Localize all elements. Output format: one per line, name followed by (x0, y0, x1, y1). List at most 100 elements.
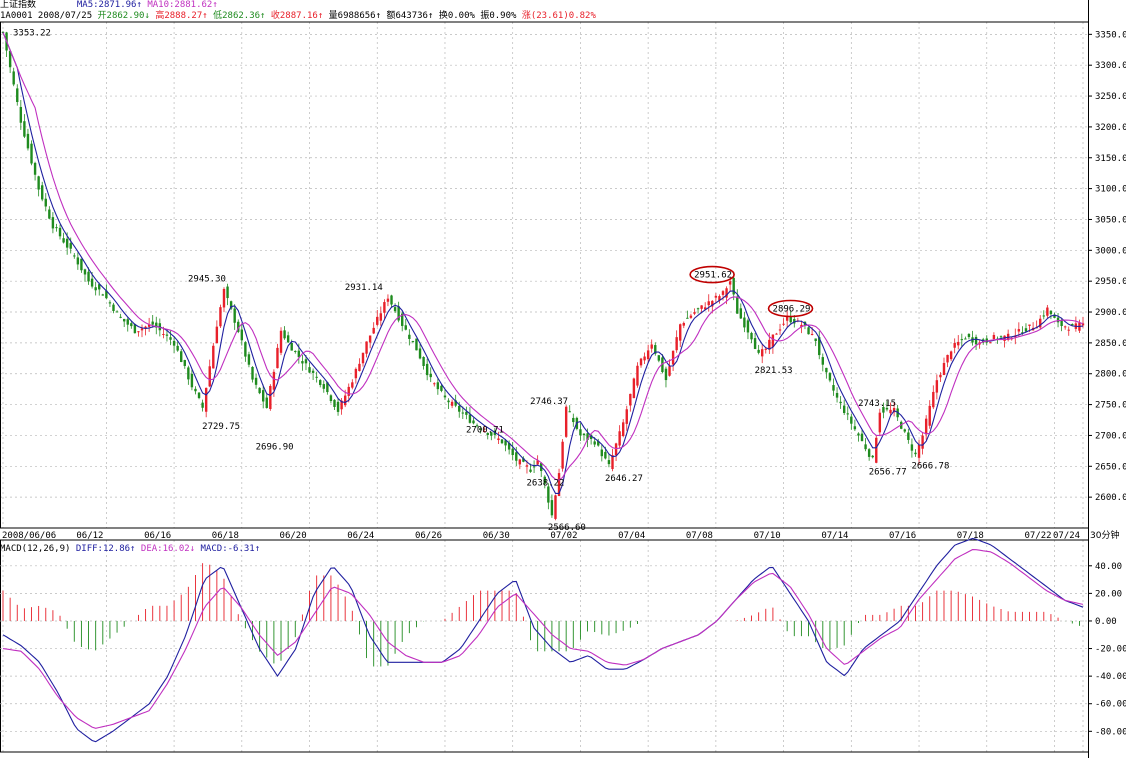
period-label[interactable]: 30分钟 (1090, 531, 1120, 541)
candle-body[interactable] (639, 358, 643, 366)
candle-body[interactable] (611, 455, 614, 470)
candle-body[interactable] (383, 302, 386, 313)
candle-body[interactable] (686, 317, 689, 319)
candle-body[interactable] (839, 401, 842, 404)
candle-body[interactable] (557, 473, 561, 497)
candle-body[interactable] (914, 452, 917, 455)
candle-body[interactable] (625, 409, 628, 424)
candle-body[interactable] (37, 176, 40, 190)
candle-body[interactable] (568, 411, 571, 413)
candle-body[interactable] (964, 338, 967, 340)
candle-body[interactable] (621, 422, 625, 437)
candle-body[interactable] (90, 278, 94, 287)
candle-body[interactable] (921, 435, 924, 449)
candle-body[interactable] (746, 320, 750, 333)
candle-body[interactable] (415, 338, 418, 351)
candle-body[interactable] (654, 345, 657, 354)
candle-body[interactable] (94, 287, 97, 291)
candle-body[interactable] (351, 382, 354, 388)
candle-body[interactable] (989, 342, 992, 344)
candle-body[interactable] (433, 383, 436, 385)
candle-body[interactable] (194, 388, 197, 392)
candle-body[interactable] (1067, 329, 1070, 331)
candle-body[interactable] (329, 395, 333, 401)
candle-body[interactable] (151, 321, 154, 325)
candle-body[interactable] (147, 324, 151, 327)
candle-body[interactable] (108, 302, 112, 304)
candle-body[interactable] (821, 357, 825, 365)
candle-body[interactable] (739, 308, 743, 319)
candle-body[interactable] (119, 316, 122, 318)
candle-body[interactable] (764, 348, 767, 350)
candle-body[interactable] (572, 417, 575, 423)
candle-body[interactable] (561, 441, 564, 469)
candle-body[interactable] (604, 451, 607, 459)
candle-body[interactable] (187, 367, 190, 380)
candle-body[interactable] (579, 429, 582, 436)
candle-body[interactable] (301, 361, 304, 364)
candle-body[interactable] (525, 465, 529, 467)
candle-body[interactable] (222, 288, 226, 308)
candle-body[interactable] (290, 342, 293, 351)
candle-body[interactable] (16, 88, 19, 103)
candle-body[interactable] (554, 495, 557, 519)
candle-body[interactable] (41, 185, 44, 200)
candle-body[interactable] (98, 284, 101, 290)
candle-body[interactable] (657, 355, 661, 361)
candle-body[interactable] (1056, 317, 1060, 323)
candle-body[interactable] (867, 449, 871, 457)
candle-body[interactable] (240, 329, 244, 341)
candle-body[interactable] (450, 401, 454, 406)
candle-body[interactable] (810, 333, 814, 335)
candle-body[interactable] (201, 402, 204, 408)
candle-body[interactable] (842, 405, 846, 414)
candle-body[interactable] (308, 367, 311, 373)
candle-body[interactable] (771, 334, 775, 347)
candle-body[interactable] (447, 400, 450, 403)
candle-body[interactable] (336, 401, 340, 412)
candle-body[interactable] (682, 322, 685, 326)
candle-body[interactable] (703, 307, 707, 310)
candle-body[interactable] (115, 311, 119, 313)
candle-body[interactable] (992, 334, 996, 340)
candle-body[interactable] (529, 469, 532, 472)
candle-body[interactable] (892, 407, 896, 413)
candle-body[interactable] (122, 318, 126, 322)
candle-body[interactable] (860, 433, 864, 442)
candle-body[interactable] (753, 338, 757, 349)
candle-body[interactable] (1081, 323, 1085, 326)
candle-body[interactable] (429, 373, 432, 378)
candle-body[interactable] (1049, 310, 1053, 315)
candle-body[interactable] (882, 406, 885, 413)
candle-body[interactable] (707, 301, 710, 306)
candle-body[interactable] (62, 238, 65, 243)
candle-body[interactable] (376, 316, 379, 325)
candle-body[interactable] (326, 382, 329, 393)
candle-body[interactable] (593, 441, 596, 445)
candle-body[interactable] (279, 330, 283, 353)
candle-body[interactable] (917, 444, 921, 458)
candle-body[interactable] (597, 441, 600, 446)
candle-body[interactable] (126, 319, 129, 325)
candle-body[interactable] (835, 392, 839, 398)
candle-body[interactable] (1017, 329, 1021, 332)
candle-body[interactable] (133, 324, 137, 334)
candle-body[interactable] (226, 286, 229, 299)
candle-body[interactable] (871, 455, 874, 458)
candle-body[interactable] (393, 307, 397, 312)
candle-body[interactable] (244, 342, 247, 357)
candle-body[interactable] (664, 368, 668, 381)
candle-body[interactable] (999, 336, 1003, 338)
candle-body[interactable] (696, 308, 700, 310)
candle-body[interactable] (172, 340, 176, 346)
candle-body[interactable] (204, 387, 208, 412)
candle-body[interactable] (515, 452, 518, 461)
candle-body[interactable] (885, 407, 889, 410)
candle-body[interactable] (44, 198, 47, 207)
candle-body[interactable] (443, 395, 447, 398)
candle-body[interactable] (180, 351, 183, 363)
candle-body[interactable] (1063, 326, 1067, 328)
candle-body[interactable] (311, 370, 315, 373)
candle-body[interactable] (401, 313, 404, 326)
